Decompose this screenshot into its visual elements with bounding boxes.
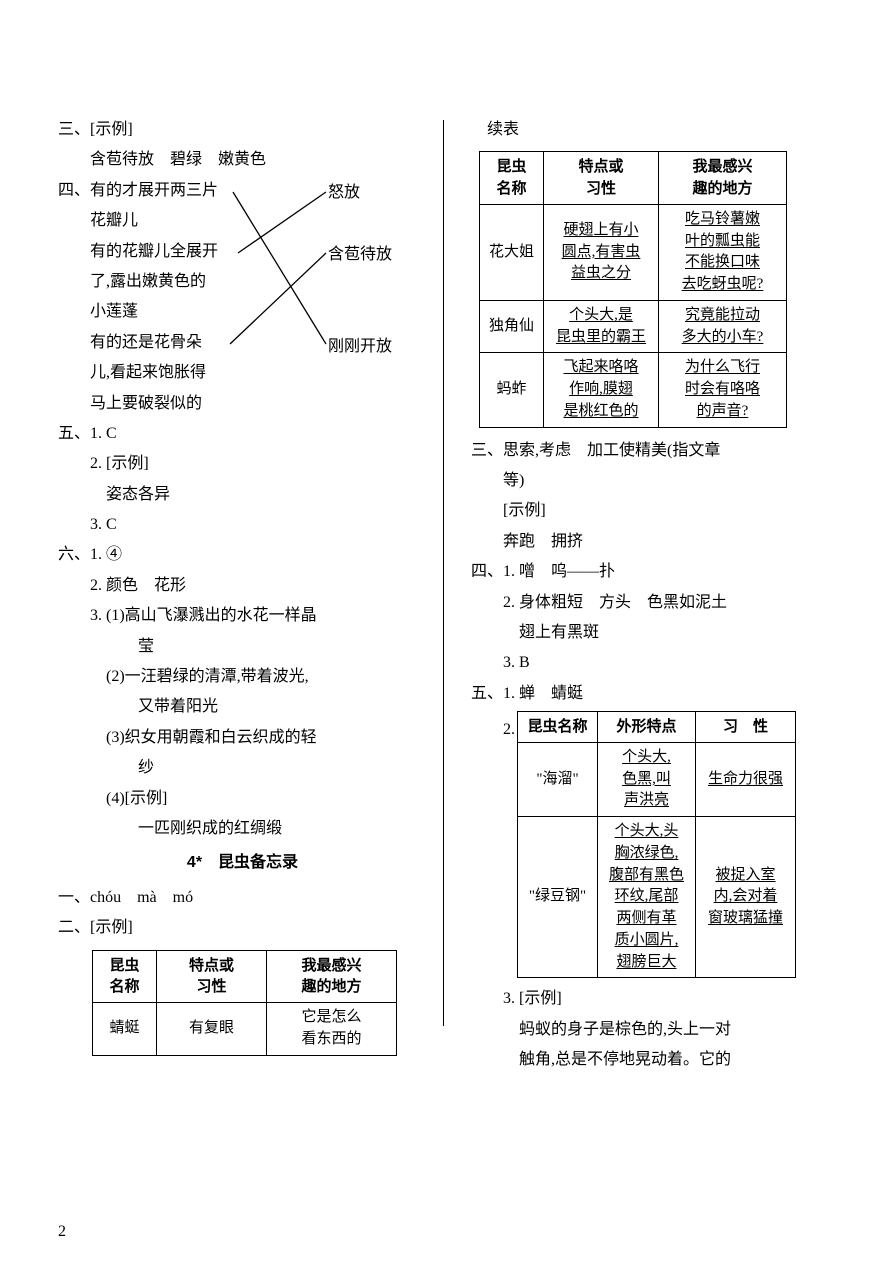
sec5-q1: 五、1. C [58, 419, 427, 449]
sec6-q2: 2. 颜色 花形 [58, 571, 427, 601]
match-left-7: 马上要破裂似的 [58, 389, 427, 419]
r-s4-q3: 3. B [471, 648, 840, 678]
insect-table-3: 昆虫名称外形特点习 性 "海溜"个头大,色黑,叫声洪亮生命力很强"绿豆钢"个头大… [517, 711, 796, 978]
table-cell: 生命力很强 [696, 742, 796, 816]
table-cell: 它是怎么看东西的 [267, 1003, 397, 1056]
table-row: 花大姐硬翅上有小圆点,有害虫益虫之分吃马铃薯嫩叶的瓢虫能不能换口味去吃蚜虫呢? [480, 204, 787, 300]
table-cell: 个头大,是昆虫里的霸王 [544, 300, 659, 353]
sec5-q2a: 2. [示例] [58, 449, 427, 479]
label: 四、 [58, 182, 90, 199]
table-cell: 蚂蚱 [480, 353, 544, 427]
table-row: 独角仙个头大,是昆虫里的霸王究竟能拉动多大的小车? [480, 300, 787, 353]
table-cell: 蜻蜓 [93, 1003, 157, 1056]
r-s3-1: 三、思索,考虑 加工使精美(指文章 [471, 436, 840, 466]
table-cell: 吃马铃薯嫩叶的瓢虫能不能换口味去吃蚜虫呢? [659, 204, 787, 300]
sec4-heading: 四、有的才展开两三片 [58, 176, 427, 206]
table-cell: 被捉入室内,会对着窗玻璃猛撞 [696, 817, 796, 978]
table-cell: 硬翅上有小圆点,有害虫益虫之分 [544, 204, 659, 300]
sec6-q1: 六、1. ④ [58, 540, 427, 570]
match-right-2: 刚刚开放 [328, 332, 392, 362]
sec6-q33b: 纱 [58, 753, 427, 783]
table-cell: 飞起来咯咯作响,膜翅是桃红色的 [544, 353, 659, 427]
r-s5-q3: 3. [示例] [471, 984, 840, 1014]
match-left-3: 了,露出嫩黄色的 [58, 267, 427, 297]
table-header: 昆虫名称 [480, 152, 544, 205]
page: 三、[示例] 含苞待放 碧绿 嫩黄色 四、有的才展开两三片 花瓣儿 有的花瓣儿全… [0, 0, 885, 1106]
match-right-0: 怒放 [328, 178, 360, 208]
r-s4-q2a: 2. 身体粗短 方头 色黑如泥土 [471, 588, 840, 618]
sec5-q3: 3. C [58, 510, 427, 540]
table-header: 习 性 [696, 712, 796, 743]
sec2b-heading: 二、[示例] [58, 913, 427, 943]
r-s5-q3b: 蚂蚁的身子是棕色的,头上一对 [471, 1015, 840, 1045]
table-header: 我最感兴趣的地方 [659, 152, 787, 205]
r-s4-q2b: 翅上有黑斑 [471, 618, 840, 648]
table-header: 昆虫名称 [93, 950, 157, 1003]
match-right-1: 含苞待放 [328, 240, 392, 270]
sec4-match: 四、有的才展开两三片 花瓣儿 有的花瓣儿全展开 了,露出嫩黄色的 小莲蓬 有的还… [58, 176, 427, 419]
lesson-title-4: 4* 昆虫备忘录 [58, 848, 427, 878]
table-cell: 花大姐 [480, 204, 544, 300]
match-left-0: 有的才展开两三片 [90, 182, 218, 199]
sec6-q31: 3. (1)高山飞瀑溅出的水花一样晶 [58, 601, 427, 631]
r-s5-q1: 五、1. 蝉 蜻蜓 [471, 679, 840, 709]
sec6-q31b: 莹 [58, 632, 427, 662]
table-header: 我最感兴趣的地方 [267, 950, 397, 1003]
table-cell: 究竟能拉动多大的小车? [659, 300, 787, 353]
match-left-4: 小莲蓬 [58, 297, 427, 327]
table-row: "海溜"个头大,色黑,叫声洪亮生命力很强 [518, 742, 796, 816]
sec6-q33: (3)织女用朝霞和白云织成的轻 [58, 723, 427, 753]
left-column: 三、[示例] 含苞待放 碧绿 嫩黄色 四、有的才展开两三片 花瓣儿 有的花瓣儿全… [58, 115, 449, 1076]
table-row: 蜻蜓有复眼它是怎么看东西的 [93, 1003, 397, 1056]
sec6-q34b: 一匹刚织成的红绸缎 [58, 814, 427, 844]
right-column: 续表 昆虫名称特点或习性我最感兴趣的地方 花大姐硬翅上有小圆点,有害虫益虫之分吃… [449, 115, 840, 1076]
table-cell: "绿豆钢" [518, 817, 598, 978]
table-header: 昆虫名称 [518, 712, 598, 743]
insect-table-cont: 昆虫名称特点或习性我最感兴趣的地方 花大姐硬翅上有小圆点,有害虫益虫之分吃马铃薯… [479, 151, 787, 427]
r-s5-q2-num: 2. [471, 709, 515, 745]
table-header: 外形特点 [598, 712, 696, 743]
sec1b: 一、chóu mà mó [58, 883, 427, 913]
r-s5-q3c: 触角,总是不停地晃动着。它的 [471, 1045, 840, 1075]
sec6-q32: (2)一汪碧绿的清潭,带着波光, [58, 662, 427, 692]
table-row: 蚂蚱飞起来咯咯作响,膜翅是桃红色的为什么飞行时会有咯咯的声音? [480, 353, 787, 427]
r-s3-ex2: 奔跑 拥挤 [471, 527, 840, 557]
table-cell: 独角仙 [480, 300, 544, 353]
match-left-1: 花瓣儿 [58, 206, 427, 236]
table-cell: 为什么飞行时会有咯咯的声音? [659, 353, 787, 427]
r-s3-ex: [示例] [471, 496, 840, 526]
table-cell: 个头大,色黑,叫声洪亮 [598, 742, 696, 816]
table-cell: "海溜" [518, 742, 598, 816]
table-row: "绿豆钢"个头大,头胸浓绿色,腹部有黑色环纹,尾部两侧有革质小圆片,翅膀巨大被捉… [518, 817, 796, 978]
table-header: 特点或习性 [157, 950, 267, 1003]
table-cell: 个头大,头胸浓绿色,腹部有黑色环纹,尾部两侧有革质小圆片,翅膀巨大 [598, 817, 696, 978]
insect-table-1: 昆虫名称特点或习性我最感兴趣的地方 蜻蜓有复眼它是怎么看东西的 [92, 950, 397, 1056]
r-s3-1b: 等) [471, 466, 840, 496]
sec6-q32b: 又带着阳光 [58, 692, 427, 722]
sec3-heading: 三、[示例] [58, 115, 427, 145]
table-header: 特点或习性 [544, 152, 659, 205]
cont-label: 续表 [471, 115, 840, 145]
sec3-line: 含苞待放 碧绿 嫩黄色 [58, 145, 427, 175]
r-s4-q1: 四、1. 噌 呜——扑 [471, 557, 840, 587]
sec5-q2b: 姿态各异 [58, 480, 427, 510]
table-cell: 有复眼 [157, 1003, 267, 1056]
r-s5-q2-wrap: 2. 昆虫名称外形特点习 性 "海溜"个头大,色黑,叫声洪亮生命力很强"绿豆钢"… [471, 709, 840, 984]
sec6-q34: (4)[示例] [58, 784, 427, 814]
page-number: 2 [58, 1217, 66, 1247]
match-left-6: 儿,看起来饱胀得 [58, 358, 427, 388]
